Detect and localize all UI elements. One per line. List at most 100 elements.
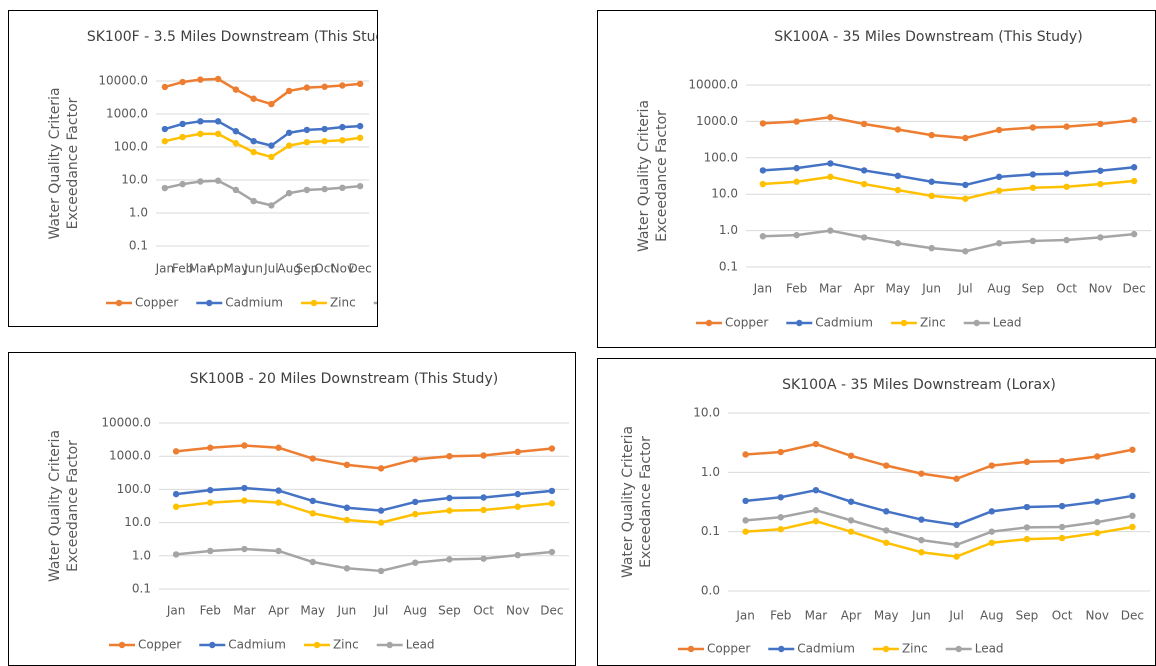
chart-panel: SK100A - 35 Miles Downstream (Lorax) Wate… bbox=[597, 358, 1156, 666]
x-tick-label: Dec bbox=[349, 262, 372, 276]
x-tick-label: Feb bbox=[200, 604, 221, 618]
data-point bbox=[918, 549, 925, 556]
data-point bbox=[232, 140, 240, 147]
legend-label: Lead bbox=[993, 316, 1022, 330]
x-tick-label: Nov bbox=[1089, 282, 1112, 296]
data-point bbox=[514, 551, 521, 559]
x-tick-label: Apr bbox=[841, 609, 862, 623]
y-tick-label: 1000.0 bbox=[106, 107, 148, 121]
y-tick-label: 1.0 bbox=[132, 548, 151, 562]
legend-swatch-marker bbox=[796, 319, 803, 327]
data-point bbox=[883, 539, 890, 546]
data-line bbox=[762, 175, 1135, 200]
data-point bbox=[1097, 167, 1104, 174]
x-tick-label: Dec bbox=[540, 604, 563, 618]
x-tick-label: Oct bbox=[473, 604, 494, 618]
data-point bbox=[412, 510, 419, 518]
data-point bbox=[777, 526, 784, 533]
data-line bbox=[745, 442, 1133, 480]
data-point bbox=[827, 173, 834, 181]
legend-label: Cadmium bbox=[225, 296, 283, 310]
data-point bbox=[309, 558, 316, 566]
data-point bbox=[275, 547, 282, 555]
x-tick-label: Feb bbox=[172, 262, 193, 276]
data-line bbox=[762, 116, 1135, 140]
chart-title: SK100F - 3.5 Miles Downstream (This Stud… bbox=[87, 29, 378, 45]
data-point bbox=[988, 508, 995, 515]
data-point bbox=[268, 100, 275, 108]
y-tick-label: 100.0 bbox=[704, 150, 738, 164]
x-tick-label: Dec bbox=[1121, 609, 1144, 623]
data-point bbox=[179, 180, 186, 188]
data-line bbox=[745, 508, 1133, 547]
chart-title: SK100A - 35 Miles Downstream (Lorax) bbox=[782, 377, 1056, 393]
legend-swatch-marker bbox=[900, 319, 908, 327]
data-point bbox=[232, 186, 240, 194]
data-point bbox=[812, 518, 820, 525]
data-point bbox=[894, 186, 902, 194]
data-point bbox=[446, 453, 453, 460]
legend-swatch-marker bbox=[310, 299, 318, 307]
data-point bbox=[412, 456, 419, 463]
data-line bbox=[175, 486, 553, 512]
legend-label: Cadmium bbox=[797, 642, 855, 656]
data-point bbox=[275, 499, 282, 506]
data-point bbox=[995, 187, 1003, 194]
legend-label: Copper bbox=[707, 642, 750, 656]
y-tick-label: 10000.0 bbox=[98, 74, 148, 88]
y-axis-label-line: Water Quality Criteria bbox=[620, 426, 636, 578]
data-point bbox=[197, 76, 204, 83]
data-point bbox=[285, 129, 293, 136]
x-tick-label: Jan bbox=[155, 262, 175, 276]
x-tick-label: Apr bbox=[208, 262, 229, 276]
data-point bbox=[356, 182, 364, 190]
chart-title: SK100B - 20 Miles Downstream (This Study… bbox=[190, 371, 498, 387]
data-point bbox=[883, 508, 890, 515]
data-point bbox=[321, 83, 328, 90]
x-tick-label: May bbox=[300, 604, 325, 618]
data-line bbox=[164, 179, 361, 207]
x-tick-label: Oct bbox=[1056, 282, 1077, 296]
data-point bbox=[309, 510, 316, 517]
y-tick-label: 10.0 bbox=[124, 515, 151, 529]
data-point bbox=[827, 114, 834, 121]
data-point bbox=[860, 180, 868, 188]
data-point bbox=[172, 490, 180, 498]
legend-label: Copper bbox=[138, 638, 181, 652]
y-axis-label-line: Exceedance Factor bbox=[65, 440, 81, 572]
data-point bbox=[742, 517, 749, 524]
data-point bbox=[321, 125, 328, 133]
data-point bbox=[343, 461, 351, 469]
y-axis-label: Water Quality Criteria Exceedance Factor bbox=[636, 100, 670, 252]
y-axis-label-line: Exceedance Factor bbox=[638, 436, 654, 568]
y-tick-label: 0.1 bbox=[719, 260, 738, 274]
data-point bbox=[161, 83, 169, 91]
data-point bbox=[883, 527, 890, 534]
data-point bbox=[1029, 171, 1037, 178]
data-point bbox=[275, 444, 282, 451]
data-point bbox=[377, 567, 385, 575]
data-point bbox=[446, 507, 453, 514]
data-point bbox=[268, 153, 275, 161]
data-point bbox=[793, 118, 800, 125]
y-tick-label: 0.1 bbox=[701, 524, 720, 538]
data-point bbox=[514, 503, 521, 510]
x-tick-label: Jul bbox=[948, 609, 963, 623]
data-point bbox=[883, 462, 890, 469]
data-line bbox=[745, 519, 1133, 558]
data-line bbox=[175, 547, 553, 573]
data-point bbox=[303, 138, 311, 146]
data-point bbox=[953, 553, 960, 560]
data-point bbox=[161, 184, 169, 192]
data-point bbox=[197, 118, 204, 125]
data-point bbox=[339, 184, 346, 192]
data-point bbox=[214, 177, 222, 184]
x-tick-label: Jun bbox=[911, 609, 931, 623]
y-tick-label: 10000.0 bbox=[688, 78, 738, 92]
data-point bbox=[321, 137, 328, 145]
data-point bbox=[232, 86, 240, 93]
y-axis-label-line: Exceedance Factor bbox=[654, 110, 670, 242]
x-tick-label: Jul bbox=[373, 604, 388, 618]
